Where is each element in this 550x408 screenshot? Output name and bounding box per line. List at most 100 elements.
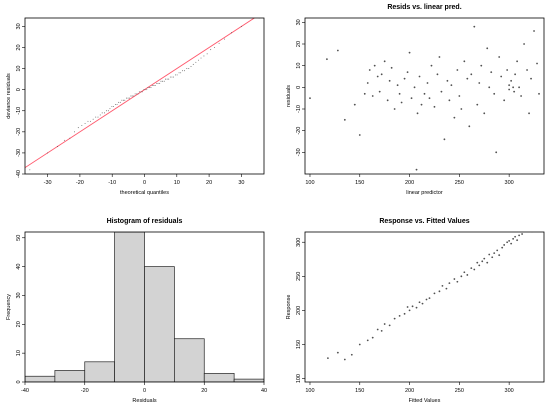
plot-marks: [25, 18, 260, 171]
data-point: [470, 73, 473, 76]
histogram-bar: [114, 232, 145, 382]
x-tick-label: 0: [143, 180, 146, 186]
plot-marks: [309, 25, 540, 171]
data-point: [508, 239, 511, 242]
data-point: [403, 312, 406, 315]
data-point: [538, 92, 540, 95]
data-point: [87, 120, 89, 122]
data-point: [159, 82, 161, 84]
y-tick-label: 200: [296, 306, 302, 315]
data-point: [473, 25, 476, 28]
x-tick-label: 20: [201, 388, 207, 394]
data-point: [218, 42, 220, 44]
data-point: [195, 61, 197, 63]
data-point: [433, 105, 436, 108]
data-point: [149, 87, 151, 89]
data-point: [436, 73, 439, 76]
y-axis-label: Frequency: [6, 294, 12, 320]
data-point: [470, 267, 473, 270]
data-point: [528, 112, 530, 115]
x-tick-label: 150: [355, 388, 364, 394]
data-point: [111, 106, 113, 107]
data-point: [420, 103, 423, 106]
data-point: [500, 75, 503, 78]
chart-title: Resids vs. linear pred.: [387, 4, 461, 11]
data-point: [476, 103, 479, 106]
y-tick-label: 30: [16, 292, 22, 298]
data-point: [188, 68, 190, 70]
data-point: [416, 112, 419, 115]
data-point: [176, 74, 178, 76]
data-point: [160, 80, 162, 82]
data-point: [520, 95, 522, 97]
data-point: [406, 71, 409, 74]
data-point: [153, 85, 155, 86]
data-point: [398, 92, 401, 95]
data-point: [530, 77, 532, 80]
plot-frame: [24, 17, 265, 175]
data-point: [163, 80, 165, 82]
y-tick-label: -30: [296, 148, 302, 156]
data-point: [107, 110, 109, 112]
y-tick-label: 0: [296, 86, 302, 89]
data-point: [125, 97, 127, 99]
y-tick-label: -20: [16, 128, 22, 136]
data-point: [433, 292, 436, 295]
data-point: [157, 82, 159, 84]
data-point: [503, 99, 506, 102]
data-point: [136, 93, 138, 95]
data-point: [506, 241, 509, 244]
data-point: [481, 260, 484, 263]
data-point: [73, 131, 75, 133]
data-point: [343, 358, 346, 361]
data-point: [353, 103, 356, 106]
data-point: [168, 78, 170, 80]
data-point: [418, 75, 421, 78]
data-point: [514, 235, 517, 238]
data-point: [327, 357, 329, 360]
data-point: [383, 60, 386, 63]
data-point: [456, 280, 459, 283]
data-point: [326, 58, 328, 61]
data-point: [491, 256, 494, 259]
data-point: [493, 252, 496, 255]
y-tick-label: -30: [16, 149, 22, 157]
plot-frame: [304, 231, 545, 383]
data-point: [450, 84, 453, 87]
plot-marks: [327, 224, 536, 361]
data-point: [510, 242, 513, 245]
data-point: [214, 47, 216, 48]
data-point: [141, 91, 143, 93]
data-point: [92, 118, 94, 120]
data-point: [428, 97, 431, 100]
data-point: [171, 76, 173, 78]
histogram-bar: [233, 378, 264, 382]
reference-line: [25, 18, 256, 169]
y-tick-label: 30: [16, 23, 22, 29]
data-point: [460, 275, 463, 278]
data-point: [380, 329, 383, 332]
data-point: [99, 114, 101, 116]
data-point: [425, 298, 428, 301]
y-tick-label: 10: [16, 350, 22, 356]
data-point: [371, 336, 374, 339]
data-point: [81, 125, 83, 126]
data-point: [495, 151, 498, 154]
data-point: [178, 72, 180, 74]
x-axis-label: Residuals: [132, 398, 156, 404]
data-point: [534, 224, 536, 226]
data-point: [524, 229, 526, 231]
data-point: [363, 92, 366, 95]
histogram-bar: [54, 370, 86, 382]
data-point: [488, 86, 491, 89]
data-point: [166, 78, 168, 80]
data-point: [200, 57, 202, 59]
data-point: [156, 82, 158, 84]
data-point: [143, 89, 145, 91]
histogram-bar: [84, 361, 115, 382]
data-point: [343, 118, 346, 121]
data-point: [501, 246, 504, 249]
data-point: [411, 305, 414, 308]
data-point: [508, 88, 511, 91]
data-point: [29, 169, 31, 171]
